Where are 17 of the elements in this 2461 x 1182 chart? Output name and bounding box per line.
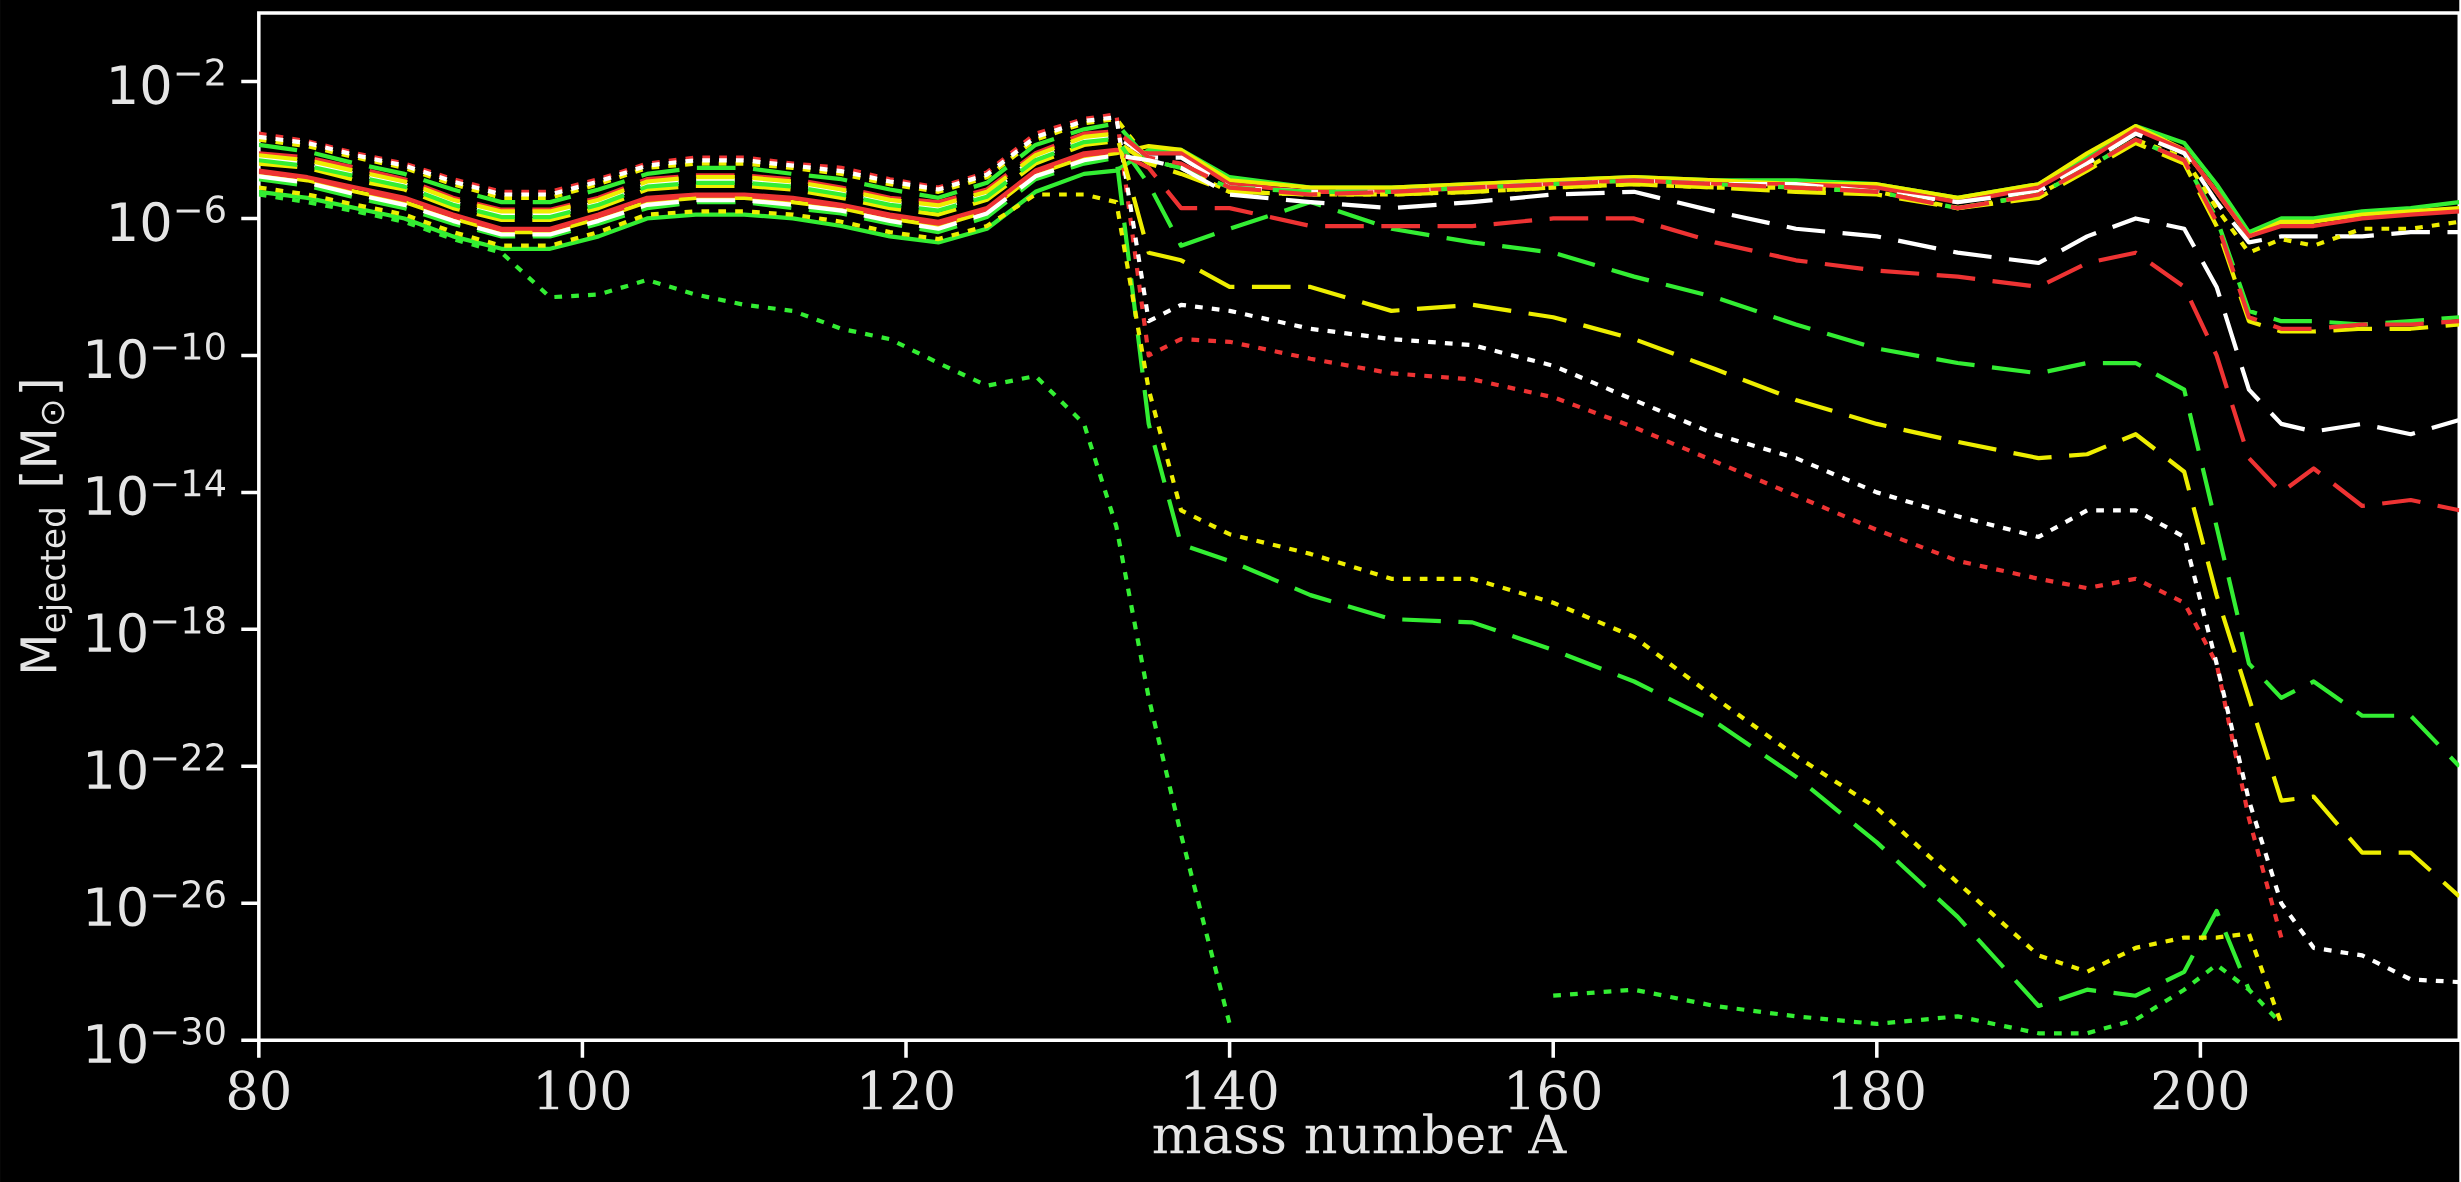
x-tick-label: 180 bbox=[1832, 1070, 1924, 1111]
y-tick-label: 10$^{−10}$ bbox=[88, 332, 225, 379]
x-tick-label: 120 bbox=[862, 1070, 953, 1111]
x-axis-title: mass number A bbox=[1153, 1113, 1567, 1154]
y-tick-label: 10$^{−30}$ bbox=[88, 1016, 225, 1064]
y-tick-label: 10$^{−6}$ bbox=[111, 195, 225, 242]
y-tick-label: 10$^{−2}$ bbox=[111, 58, 224, 105]
y-axis-title: M$_{ejected}$ [M$_{⊙}$] bbox=[18, 381, 73, 671]
y-tick-label: 10$^{−26}$ bbox=[88, 879, 225, 927]
x-tick-label: 140 bbox=[1185, 1070, 1277, 1111]
x-tick-label: 160 bbox=[1509, 1070, 1600, 1111]
x-tick-label: 200 bbox=[2153, 1070, 2248, 1111]
y-tick-label: 10$^{−22}$ bbox=[88, 743, 224, 790]
x-tick-label: 100 bbox=[538, 1070, 630, 1111]
x-tick-label: 80 bbox=[228, 1070, 289, 1111]
y-tick-label: 10$^{−14}$ bbox=[88, 469, 226, 516]
y-tick-label: 10$^{−18}$ bbox=[88, 606, 225, 653]
